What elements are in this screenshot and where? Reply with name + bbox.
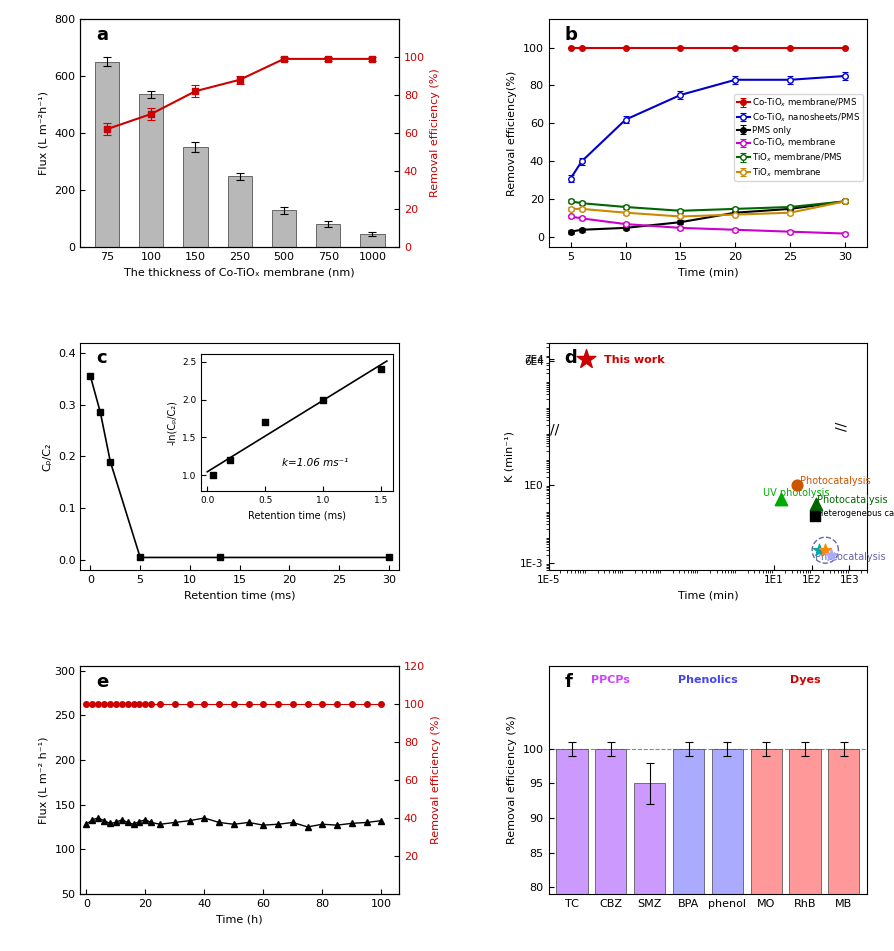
Text: c: c xyxy=(97,349,107,367)
Text: UV photolysis: UV photolysis xyxy=(763,488,830,497)
X-axis label: Retention time (ms): Retention time (ms) xyxy=(184,591,295,601)
Y-axis label: Removal efficiency (%): Removal efficiency (%) xyxy=(507,716,518,844)
Bar xyxy=(712,749,743,951)
Text: This work: This work xyxy=(604,355,665,365)
Text: d: d xyxy=(565,349,578,367)
X-axis label: Time (h): Time (h) xyxy=(216,914,263,924)
Text: //: // xyxy=(835,422,848,432)
Y-axis label: Cₚ/C₂: Cₚ/C₂ xyxy=(42,442,52,471)
Text: PPCPs: PPCPs xyxy=(591,675,630,686)
X-axis label: The thickness of Co-TiOₓ membrane (nm): The thickness of Co-TiOₓ membrane (nm) xyxy=(124,267,355,278)
Text: a: a xyxy=(97,26,108,44)
Text: Photocatalysis: Photocatalysis xyxy=(800,476,871,486)
Bar xyxy=(829,749,859,951)
Bar xyxy=(673,749,704,951)
Text: Photocatalysis: Photocatalysis xyxy=(814,552,885,562)
X-axis label: Time (min): Time (min) xyxy=(678,591,738,601)
Y-axis label: Flux (L m⁻²h⁻¹): Flux (L m⁻²h⁻¹) xyxy=(39,91,49,175)
Text: Dyes: Dyes xyxy=(789,675,821,686)
Text: f: f xyxy=(565,673,572,691)
Bar xyxy=(751,749,781,951)
Bar xyxy=(228,176,252,247)
Point xyxy=(818,543,832,558)
Bar xyxy=(595,749,627,951)
Y-axis label: Removal efficiency (%): Removal efficiency (%) xyxy=(431,716,441,844)
X-axis label: Time (min): Time (min) xyxy=(678,267,738,278)
Text: Heterogeneous catalysis: Heterogeneous catalysis xyxy=(817,509,894,517)
Y-axis label: Removal efficiency (%): Removal efficiency (%) xyxy=(430,68,441,197)
Point xyxy=(807,508,822,523)
Text: Photocatalysis: Photocatalysis xyxy=(817,495,888,505)
Point xyxy=(789,477,804,493)
Legend: Co-TiO$_x$ membrane/PMS, Co-TiO$_x$ nanosheets/PMS, PMS only, Co-TiO$_x$ membran: Co-TiO$_x$ membrane/PMS, Co-TiO$_x$ nano… xyxy=(734,94,863,182)
Text: b: b xyxy=(565,26,578,44)
Point xyxy=(824,547,839,562)
Text: e: e xyxy=(97,673,109,691)
Bar xyxy=(789,749,821,951)
Point xyxy=(809,496,823,512)
Point xyxy=(579,351,594,366)
Y-axis label: Flux (L m⁻² h⁻¹): Flux (L m⁻² h⁻¹) xyxy=(39,736,49,824)
Bar xyxy=(556,749,587,951)
Bar xyxy=(139,94,164,247)
Text: //: // xyxy=(551,422,560,437)
Bar xyxy=(183,147,207,247)
Bar xyxy=(272,210,296,247)
Y-axis label: K (min⁻¹): K (min⁻¹) xyxy=(505,431,515,482)
Bar xyxy=(95,62,119,247)
Text: Phenolics: Phenolics xyxy=(678,675,738,686)
Point xyxy=(773,492,788,507)
Y-axis label: Removal efficiency(%): Removal efficiency(%) xyxy=(507,70,518,196)
Point xyxy=(812,543,826,558)
Bar xyxy=(360,234,384,247)
Bar xyxy=(316,224,341,247)
Bar xyxy=(634,784,665,951)
